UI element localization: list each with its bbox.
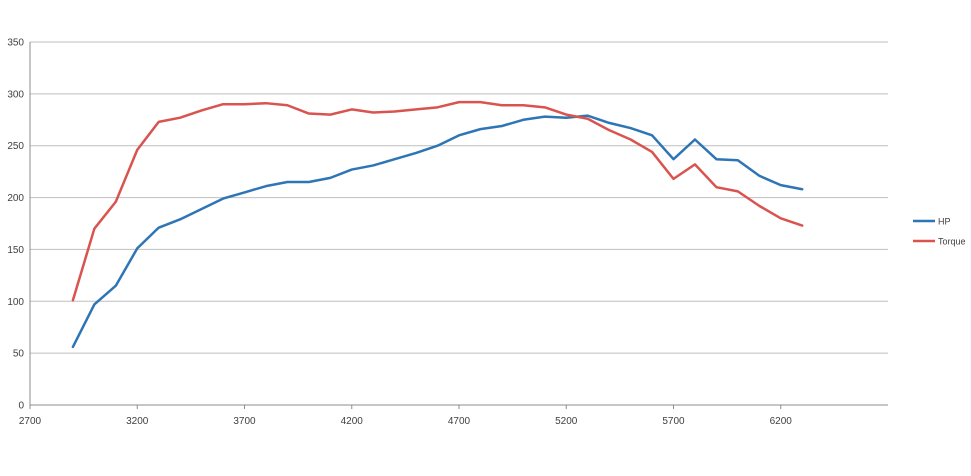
y-tick-label: 250 bbox=[7, 141, 24, 152]
series-lines bbox=[71, 100, 804, 349]
series-line-torque bbox=[71, 100, 804, 302]
y-tick-label: 50 bbox=[13, 349, 25, 360]
x-tick-label: 2700 bbox=[19, 416, 42, 427]
legend-label-torque: Torque bbox=[938, 237, 966, 247]
x-tick-labels: 2700 3200 3700 4200 4700 5200 5700 6200 bbox=[19, 416, 792, 427]
y-tick-label: 350 bbox=[7, 38, 24, 49]
x-tick-label: 5200 bbox=[555, 416, 578, 427]
x-tick-label: 6200 bbox=[770, 416, 793, 427]
y-tick-label: 150 bbox=[7, 245, 24, 256]
y-tick-label: 100 bbox=[7, 297, 24, 308]
axes bbox=[29, 42, 888, 409]
y-tick-label: 0 bbox=[18, 401, 24, 412]
y-tick-label: 200 bbox=[7, 193, 24, 204]
series-line-hp bbox=[71, 114, 804, 349]
x-tick-label: 3700 bbox=[233, 416, 256, 427]
legend: HP Torque bbox=[913, 217, 966, 247]
gridlines bbox=[30, 41, 888, 354]
y-tick-label: 300 bbox=[7, 89, 24, 100]
y-tick-labels: 0 50 100 150 200 250 300 350 bbox=[7, 38, 24, 412]
x-tick-label: 3200 bbox=[126, 416, 149, 427]
legend-label-hp: HP bbox=[938, 217, 951, 227]
x-tick-label: 4700 bbox=[448, 416, 471, 427]
x-tick-label: 5700 bbox=[662, 416, 685, 427]
x-tick-label: 4200 bbox=[341, 416, 364, 427]
